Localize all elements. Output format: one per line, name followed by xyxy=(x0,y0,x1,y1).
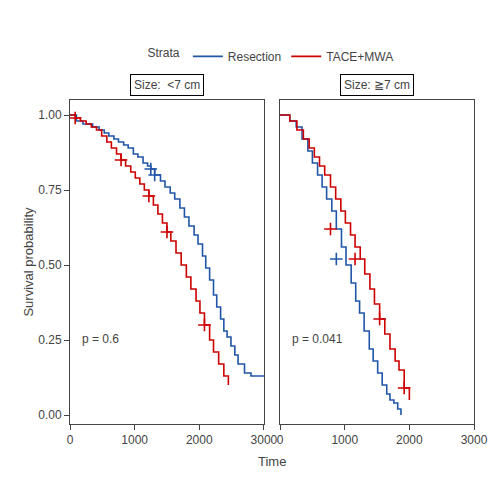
svg-text:Survival probability: Survival probability xyxy=(21,207,36,317)
svg-text:1.00: 1.00 xyxy=(38,108,62,122)
svg-text:p = 0.6: p = 0.6 xyxy=(82,332,119,346)
svg-text:1000: 1000 xyxy=(331,433,358,447)
svg-text:0.25: 0.25 xyxy=(38,333,62,347)
svg-text:Resection: Resection xyxy=(228,50,281,64)
svg-text:3000: 3000 xyxy=(461,433,488,447)
svg-text:0.75: 0.75 xyxy=(38,183,62,197)
svg-text:Strata: Strata xyxy=(148,46,180,60)
svg-text:0: 0 xyxy=(67,433,74,447)
svg-text:TACE+MWA: TACE+MWA xyxy=(326,50,393,64)
svg-text:Size: ≧7 cm: Size: ≧7 cm xyxy=(344,78,410,92)
svg-text:2000: 2000 xyxy=(396,433,423,447)
svg-text:0.50: 0.50 xyxy=(38,258,62,272)
svg-text:Size: <7 cm: Size: <7 cm xyxy=(134,78,200,92)
svg-text:0: 0 xyxy=(277,433,284,447)
svg-text:0.00: 0.00 xyxy=(38,408,62,422)
svg-text:p = 0.041: p = 0.041 xyxy=(292,332,343,346)
svg-text:1000: 1000 xyxy=(121,433,148,447)
svg-text:Time: Time xyxy=(258,454,286,469)
svg-text:2000: 2000 xyxy=(186,433,213,447)
svg-text:3000: 3000 xyxy=(251,433,278,447)
